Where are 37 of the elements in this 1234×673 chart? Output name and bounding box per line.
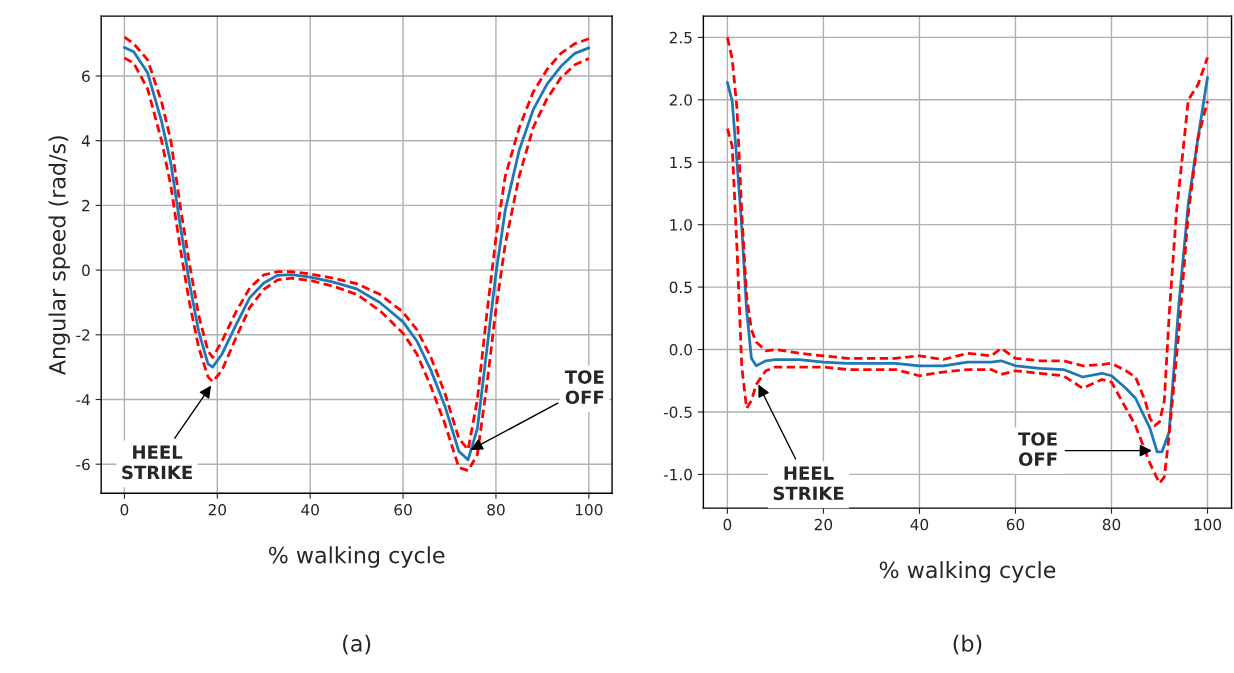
x-axis-title: % walking cycle: [879, 561, 1056, 583]
x-tick-label: 40: [301, 504, 319, 516]
x-tick-label: 60: [1006, 518, 1025, 531]
x-tick-label: 80: [1102, 518, 1121, 531]
y-axis-title: Angular speed (rad/s): [48, 136, 70, 376]
y-tick-label: -0.5: [663, 406, 692, 418]
y-tick-label: -4: [76, 394, 90, 406]
x-tick-label: 20: [208, 504, 226, 516]
text: (b): [953, 634, 982, 655]
y-tick-label: -2: [76, 329, 90, 341]
y-tick-label: -1.0: [663, 468, 692, 481]
x-axis-title: % walking cycle: [268, 546, 445, 568]
y-tick-label: 2: [82, 199, 90, 212]
y-tick-label: 0.5: [669, 281, 692, 294]
line-series: [726, 35, 1209, 428]
annotation: HEEL STRIKE: [122, 445, 192, 480]
y-tick-label: 0: [82, 264, 90, 277]
x-tick-label: 0: [723, 518, 732, 531]
annotation: TOE OFF: [1018, 432, 1057, 467]
y-tick-label: 0.0: [669, 344, 692, 356]
annotation: HEEL STRIKE: [773, 466, 844, 501]
y-tick-label: 6: [82, 70, 90, 83]
x-tick-label: 80: [487, 504, 505, 516]
text: (a): [343, 634, 371, 655]
y-tick-label: 2.0: [669, 94, 692, 106]
y-tick-label: 1.0: [670, 219, 692, 231]
x-tick-label: 20: [814, 518, 833, 531]
y-tick-label: 4: [81, 135, 90, 147]
x-tick-label: 40: [910, 518, 929, 531]
x-tick-label: 60: [394, 504, 412, 516]
y-tick-label: 1.5: [670, 156, 692, 169]
y-tick-label: 2.5: [669, 31, 692, 44]
x-tick-label: 0: [120, 504, 129, 516]
y-tick-label: -6: [76, 458, 90, 471]
annotation: TOE OFF: [564, 370, 604, 405]
x-tick-label: 100: [575, 504, 603, 516]
x-tick-label: 100: [1194, 518, 1222, 531]
